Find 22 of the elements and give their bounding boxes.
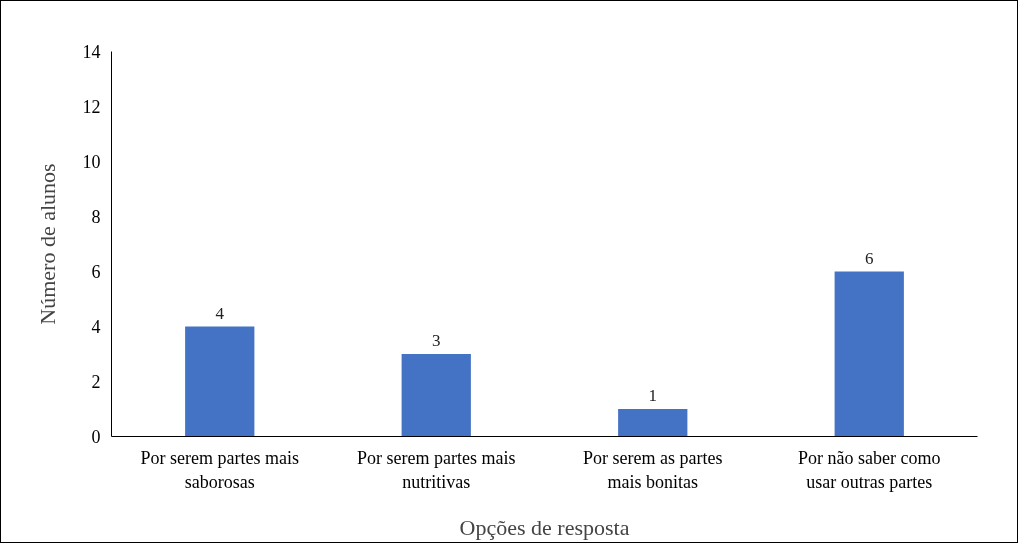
x-axis-title: Opções de resposta: [459, 514, 630, 540]
data-label: 3: [432, 331, 441, 350]
bar: [834, 271, 904, 437]
data-label: 4: [215, 303, 225, 323]
x-tick-label: Por serem as partes mais bonitas: [583, 447, 723, 492]
y-tick-label: 8: [91, 207, 101, 227]
x-tick-label: Por serem partes mais nutritivas: [357, 447, 516, 492]
bar: [401, 354, 471, 437]
y-tick-label: 10: [82, 152, 101, 172]
bar: [185, 326, 255, 437]
x-tick-label: Por serem partes mais saborosas: [140, 447, 299, 492]
y-tick-label: 0: [91, 427, 101, 447]
y-tick-label: 4: [91, 317, 101, 337]
y-tick-label: 2: [91, 372, 101, 392]
x-tick-label: Por não saber como usar outras partes: [798, 447, 941, 492]
data-label: 1: [648, 386, 657, 405]
y-tick-label: 12: [82, 97, 101, 117]
data-label: 6: [865, 248, 874, 268]
y-axis-title: Número de alunos: [34, 163, 60, 325]
bar: [618, 409, 688, 437]
y-tick-label: 6: [91, 262, 101, 282]
y-tick-label: 14: [82, 42, 101, 62]
